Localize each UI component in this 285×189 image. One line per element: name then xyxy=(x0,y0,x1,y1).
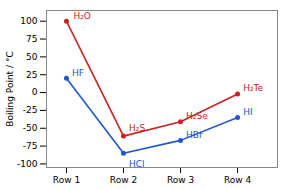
svg-text:0: 0 xyxy=(32,87,38,97)
svg-text:-25: -25 xyxy=(23,105,38,115)
svg-text:H₂Te: H₂Te xyxy=(243,83,263,93)
svg-text:Row 2: Row 2 xyxy=(110,175,137,185)
svg-text:Row 1: Row 1 xyxy=(53,175,80,185)
svg-text:H₂S: H₂S xyxy=(129,123,145,133)
svg-text:HI: HI xyxy=(243,107,252,117)
svg-text:-75: -75 xyxy=(23,141,38,151)
svg-text:25: 25 xyxy=(26,70,37,80)
svg-text:75: 75 xyxy=(26,34,37,44)
svg-text:Row 3: Row 3 xyxy=(167,175,194,185)
svg-text:Row 4: Row 4 xyxy=(224,175,252,185)
svg-text:100: 100 xyxy=(20,16,37,26)
svg-text:-100: -100 xyxy=(17,159,38,169)
svg-text:HCl: HCl xyxy=(129,159,145,169)
svg-text:H₂Se: H₂Se xyxy=(186,111,208,121)
svg-text:Boiling Point / °C: Boiling Point / °C xyxy=(5,51,15,126)
svg-text:HBr: HBr xyxy=(186,130,203,140)
svg-text:-50: -50 xyxy=(23,123,38,133)
svg-text:50: 50 xyxy=(26,52,38,62)
svg-text:HF: HF xyxy=(72,68,84,78)
svg-text:H₂O: H₂O xyxy=(73,11,90,21)
